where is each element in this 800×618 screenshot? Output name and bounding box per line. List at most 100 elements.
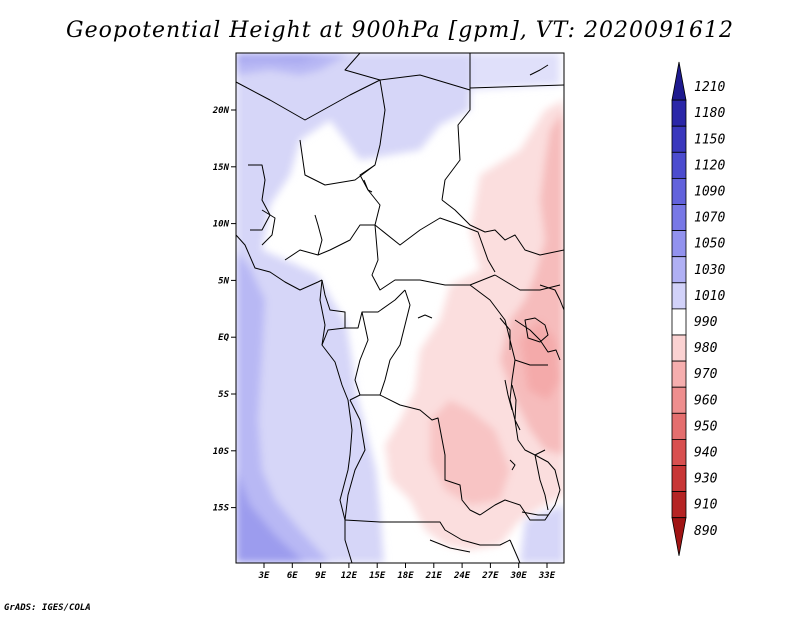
border-line (374, 217, 496, 273)
legend-label: 1210 (694, 80, 725, 95)
lon-label: 15E (369, 571, 386, 581)
lat-label: 10N (213, 220, 230, 230)
lake-shore (417, 314, 433, 319)
lake-shore (363, 179, 373, 193)
border-line (429, 539, 471, 553)
legend-swatch (671, 334, 687, 362)
country-borders (236, 53, 564, 563)
longitude-axis: 3E 6E 9E 12E 15E 18E 21E 24E 27E 30E 33E (258, 563, 556, 581)
legend-swatch (671, 465, 687, 493)
coastline (236, 234, 323, 291)
lon-label: 12E (341, 571, 358, 581)
border-line (509, 539, 521, 563)
field-1030-north (236, 53, 350, 75)
border-line (344, 399, 366, 563)
legend-label: 1030 (694, 263, 725, 278)
border-line (514, 359, 548, 366)
legend-label: 950 (694, 419, 718, 434)
credit-text: GrADS: IGES/COLA (4, 603, 91, 613)
lake-shore (504, 379, 513, 411)
lake-shore (509, 459, 516, 471)
border-line (441, 199, 564, 256)
border-line (344, 53, 381, 81)
map-frame (235, 52, 565, 564)
border-line (299, 139, 376, 186)
border-line (314, 214, 323, 256)
border-line (371, 224, 496, 291)
border-line (441, 53, 471, 201)
legend-swatch (671, 308, 687, 336)
lon-label: 3E (258, 571, 270, 581)
field-970 (520, 320, 560, 400)
border-line (469, 284, 546, 456)
border-line (236, 79, 386, 226)
legend-swatch (671, 360, 687, 388)
border-line (321, 327, 346, 346)
legend-label: 990 (694, 315, 718, 330)
lat-label: 5N (218, 276, 229, 286)
lake-shore (521, 511, 548, 516)
field-1010 (236, 53, 470, 563)
border-line (479, 489, 561, 521)
legend-swatch (671, 99, 687, 127)
legend-label: 940 (694, 445, 718, 460)
legend-label: 1090 (694, 184, 725, 199)
field-1010-ne (470, 53, 560, 90)
lon-label: 24E (453, 571, 471, 581)
legend-label: 1050 (694, 237, 725, 252)
lat-label: 15S (213, 504, 230, 514)
border-line (321, 279, 406, 329)
height-field (236, 53, 564, 563)
border-line (539, 284, 564, 311)
color-legend: 1210 1180 1150 1120 1090 1070 1050 1030 1010 990 9… (671, 61, 725, 556)
border-line (261, 209, 276, 246)
lake-shore (524, 317, 549, 343)
border-line (379, 394, 481, 516)
legend-swatch (671, 491, 687, 519)
legend-swatch (671, 282, 687, 310)
lon-label: 21E (425, 571, 443, 581)
legend-swatch (671, 204, 687, 232)
border-line (284, 224, 375, 261)
lat-label: 5S (218, 390, 229, 400)
legend-swatch (671, 517, 687, 556)
field-1010-se (520, 505, 564, 563)
lon-label: 27E (481, 571, 499, 581)
legend-label: 1070 (694, 211, 725, 226)
border-line (349, 289, 411, 401)
border-line (469, 84, 564, 89)
border-line (534, 454, 561, 491)
legend-label: 1150 (694, 132, 725, 147)
lon-label: 18E (397, 571, 414, 581)
lon-label: 33E (538, 571, 556, 581)
legend-label: 960 (694, 393, 718, 408)
legend-label: 1180 (694, 106, 725, 121)
legend-swatch (671, 61, 687, 101)
coastline (319, 279, 353, 521)
legend-label: 910 (694, 498, 718, 513)
legend-swatch (671, 256, 687, 284)
field-1050 (236, 470, 305, 563)
border-line (534, 454, 549, 511)
border-line (494, 274, 561, 291)
legend-label: 980 (694, 341, 718, 356)
legend-swatch (671, 438, 687, 466)
lon-label: 30E (510, 571, 528, 581)
legend-swatch (671, 125, 687, 153)
border-line (248, 164, 271, 231)
legend-label: 1120 (694, 158, 725, 173)
chart-title: Geopotential Height at 900hPa [gpm], VT:… (66, 18, 734, 43)
border-line (354, 311, 369, 396)
field-980-east (500, 110, 564, 455)
border-line (344, 519, 511, 546)
legend-label: 970 (694, 367, 718, 382)
lon-label: 9E (315, 571, 326, 581)
lake-shore (511, 384, 521, 431)
coastline (529, 64, 549, 76)
latitude-axis: 20N 15N 10N 5N EQ 5S 10S 15S (212, 106, 236, 514)
legend-swatch (671, 386, 687, 414)
legend-swatch (671, 177, 687, 205)
field-990 (385, 100, 564, 550)
lat-label: 15N (213, 163, 230, 173)
